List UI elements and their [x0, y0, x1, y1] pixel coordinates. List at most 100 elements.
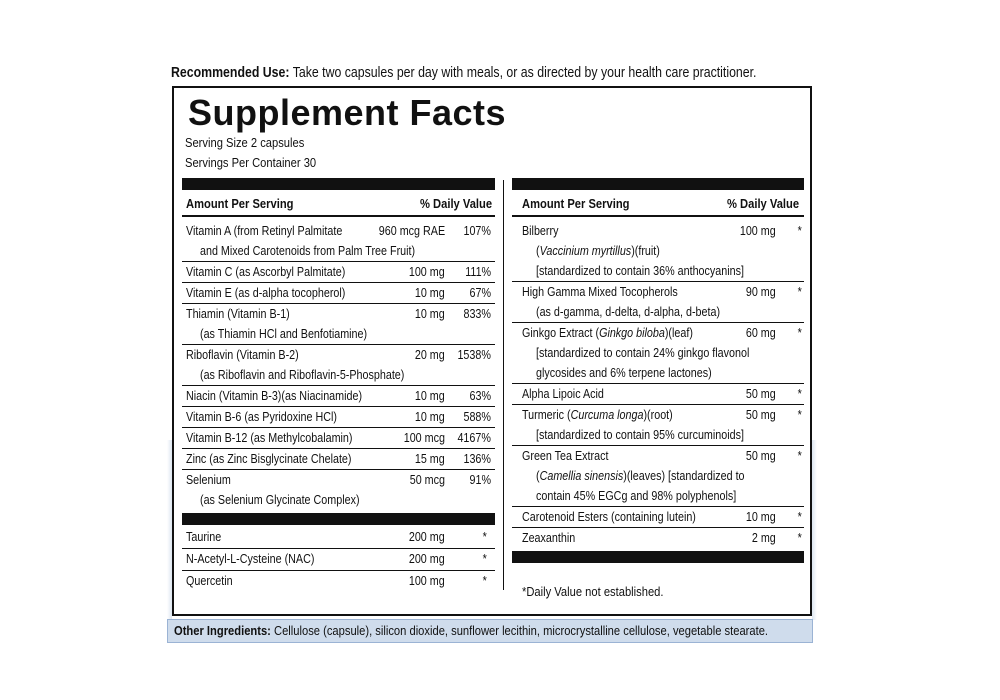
nutrient-daily-value: * — [482, 530, 487, 544]
nutrient-amount: 10 mg — [415, 286, 445, 300]
nutrient-amount: 100 mg — [409, 574, 445, 588]
nutrient-row: Vitamin E (as d-alpha tocopherol) 10 mg 67… — [186, 283, 491, 304]
ingredient-daily-value: * — [797, 326, 802, 340]
ingredient-amount: 100 mg — [740, 224, 776, 238]
row-rule — [182, 344, 495, 345]
ingredient-subtext: glycosides and 6% terpene lactones) — [536, 366, 712, 380]
nutrient-amount: 10 mg — [415, 389, 445, 403]
row-rule — [182, 406, 495, 407]
nutrient-amount: 50 mcg — [409, 473, 445, 487]
nutrient-subtext: (as Thiamin HCl and Benfotiamine) — [200, 327, 368, 341]
nutrient-amount: 10 mg — [415, 410, 445, 424]
nutrient-name: Vitamin B-6 (as Pyridoxine HCl) — [186, 410, 337, 424]
row-rule — [512, 527, 804, 528]
nutrient-subtext: and Mixed Carotenoids from Palm Tree Fru… — [200, 244, 416, 258]
ingredient-subtext: [standardized to contain 36% anthocyanin… — [536, 264, 744, 278]
ingredient-amount: 10 mg — [746, 510, 776, 524]
row-rule — [182, 385, 495, 386]
nutrient-daily-value: 107% — [463, 224, 491, 238]
row-rule — [512, 322, 804, 323]
ingredient-amount: 50 mg — [746, 449, 776, 463]
nutrient-amount: 200 mg — [409, 530, 445, 544]
row-rule — [512, 404, 804, 405]
left-amount-header: Amount Per Serving — [186, 196, 294, 211]
nutrient-amount: 15 mg — [415, 452, 445, 466]
recommended-use-label: Recommended Use: — [171, 65, 290, 81]
daily-value-footnote: *Daily Value not established. — [522, 584, 664, 599]
row-rule — [512, 281, 804, 282]
nutrient-amount: 20 mg — [415, 348, 445, 362]
nutrient-amount: 200 mg — [409, 552, 445, 566]
right-header-rule — [512, 215, 804, 217]
nutrient-amount: 100 mcg — [403, 431, 445, 445]
ingredient-name: Alpha Lipoic Acid — [522, 387, 604, 401]
nutrient-subtext: (as Selenium Glycinate Complex) — [200, 493, 360, 507]
nutrient-daily-value: 833% — [463, 307, 491, 321]
column-divider — [503, 180, 504, 590]
ingredient-row: Turmeric (Curcuma longa)(root) 50 mg * [sta… — [522, 405, 804, 446]
ingredient-subtext: (Vaccinium myrtillus)(fruit) — [536, 244, 660, 258]
panel-shadow-left — [167, 440, 172, 620]
nutrient-name: Vitamin A (from Retinyl Palmitate — [186, 224, 343, 238]
row-rule — [182, 469, 495, 470]
nutrient-name: Niacin (Vitamin B-3)(as Niacinamide) — [186, 389, 363, 403]
ingredient-row: Carotenoid Esters (containing lutein) 10 … — [522, 507, 804, 528]
ingredient-daily-value: * — [797, 449, 802, 463]
nutrient-row: Niacin (Vitamin B-3)(as Niacinamide) 10 m… — [186, 386, 491, 407]
row-rule — [512, 506, 804, 507]
ingredient-amount: 60 mg — [746, 326, 776, 340]
nutrient-daily-value: 91% — [469, 473, 491, 487]
left-section-bar — [182, 513, 495, 525]
nutrient-daily-value: 1538% — [457, 348, 491, 362]
row-rule — [182, 570, 495, 571]
nutrient-row: Riboflavin (Vitamin B-2) 20 mg 1538% (as Ri… — [186, 345, 491, 386]
ingredient-amount: 2 mg — [752, 531, 776, 545]
right-section-bar — [512, 551, 804, 563]
ingredient-subtext: [standardized to contain 95% curcuminoid… — [536, 428, 744, 442]
nutrient-row: N-Acetyl-L-Cysteine (NAC) 200 mg * — [186, 549, 491, 570]
nutrient-daily-value: 111% — [465, 265, 491, 279]
nutrient-row: Thiamin (Vitamin B-1) 10 mg 833% (as Thiami… — [186, 304, 491, 345]
left-thick-bar — [182, 178, 495, 190]
nutrient-row: Vitamin C (as Ascorbyl Palmitate) 100 mg 1… — [186, 262, 491, 283]
nutrient-row: Taurine 200 mg * — [186, 527, 491, 548]
nutrient-amount: 10 mg — [415, 307, 445, 321]
other-ingredients-text: Cellulose (capsule), silicon dioxide, su… — [270, 623, 769, 638]
ingredient-daily-value: * — [797, 408, 802, 422]
nutrient-row: Selenium 50 mcg 91% (as Selenium Glycinate … — [186, 470, 491, 511]
ingredient-row: Green Tea Extract 50 mg * (Camellia sinensi… — [522, 446, 804, 507]
ingredient-row: Bilberry 100 mg * (Vaccinium myrtillus)(fru… — [522, 221, 804, 282]
nutrient-name: Selenium — [186, 473, 231, 487]
ingredient-daily-value: * — [797, 387, 802, 401]
nutrient-name: Vitamin C (as Ascorbyl Palmitate) — [186, 265, 346, 279]
left-dv-header: % Daily Value — [420, 196, 493, 211]
ingredient-amount: 50 mg — [746, 387, 776, 401]
ingredient-daily-value: * — [797, 510, 802, 524]
nutrient-daily-value: * — [482, 552, 487, 566]
right-dv-header: % Daily Value — [727, 196, 800, 211]
nutrient-daily-value: 4167% — [457, 431, 491, 445]
other-ingredients-label: Other Ingredients: — [174, 623, 271, 638]
recommended-use-text: Take two capsules per day with meals, or… — [289, 65, 757, 81]
row-rule — [182, 282, 495, 283]
nutrient-daily-value: * — [482, 574, 487, 588]
ingredient-row: Ginkgo Extract (Ginkgo biloba)(leaf) 60 m… — [522, 323, 804, 384]
nutrient-row: Vitamin B-6 (as Pyridoxine HCl) 10 mg 588% — [186, 407, 491, 428]
ingredient-subtext: (Camellia sinensis)(leaves) [standardize… — [536, 469, 745, 483]
ingredient-daily-value: * — [797, 224, 802, 238]
nutrient-row: Quercetin 100 mg * — [186, 571, 491, 592]
ingredient-name: Green Tea Extract — [522, 449, 609, 463]
nutrient-subtext: (as Riboflavin and Riboflavin-5-Phosphat… — [200, 368, 405, 382]
nutrient-amount: 960 mcg RAE — [378, 224, 445, 238]
nutrient-name: Quercetin — [186, 574, 233, 588]
ingredient-subtext: [standardized to contain 24% ginkgo flav… — [536, 346, 750, 360]
recommended-use: Recommended Use: Take two capsules per d… — [171, 62, 851, 84]
nutrient-name: Zinc (as Zinc Bisglycinate Chelate) — [186, 452, 352, 466]
row-rule — [182, 548, 495, 549]
nutrient-daily-value: 136% — [463, 452, 491, 466]
nutrient-amount: 100 mg — [409, 265, 445, 279]
row-rule — [512, 383, 804, 384]
ingredient-amount: 50 mg — [746, 408, 776, 422]
nutrient-name: Riboflavin (Vitamin B-2) — [186, 348, 299, 362]
ingredient-name: Ginkgo Extract (Ginkgo biloba)(leaf) — [522, 326, 693, 340]
